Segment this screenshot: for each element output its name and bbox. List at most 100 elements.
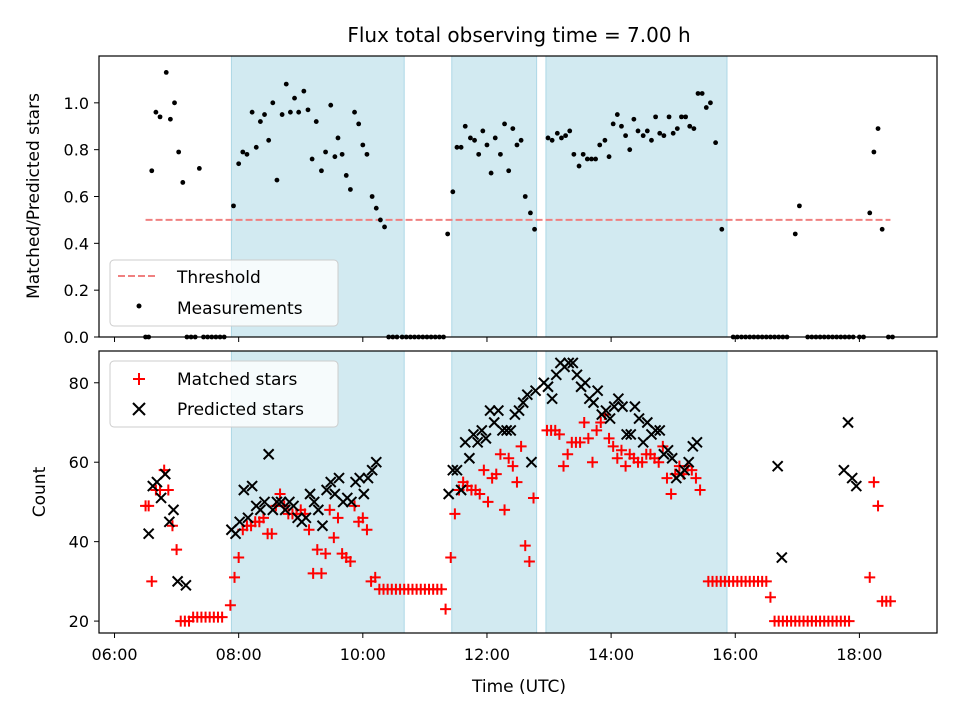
measurement-point <box>364 151 370 157</box>
measurement-point <box>373 205 379 211</box>
matched-star-point <box>324 504 336 516</box>
x-tick-label: 18:00 <box>836 645 882 664</box>
predicted-star-point <box>463 452 476 464</box>
measurement-point <box>335 135 341 141</box>
measurement-point <box>360 142 366 148</box>
measurement-point <box>262 112 267 117</box>
predicted-star-point <box>180 579 192 592</box>
measurement-point <box>674 126 680 131</box>
measurement-point <box>270 100 276 106</box>
matched-star-point <box>478 464 490 476</box>
measurement-point <box>167 116 173 122</box>
measurement-point <box>640 133 646 139</box>
legend-threshold-label: Threshold <box>176 268 261 288</box>
count-y-axis-label: Count <box>30 466 50 517</box>
measurement-point <box>450 189 456 195</box>
y-tick-label: 40 <box>69 533 89 552</box>
predicted-star-point <box>662 444 674 457</box>
observing-window <box>545 55 728 338</box>
legend-frame <box>109 259 339 327</box>
matched-star-point <box>449 508 461 520</box>
predicted-star-point <box>155 492 167 504</box>
count-legend: Matched stars Predicted stars <box>109 360 339 428</box>
y-tick-label: 0.2 <box>64 281 89 300</box>
predicted-star-point <box>608 400 620 413</box>
predicted-star-point <box>546 392 558 405</box>
measurement-point <box>480 128 486 134</box>
measurement-point <box>313 119 319 124</box>
predicted-star-point <box>254 504 267 516</box>
predicted-star-point <box>604 412 616 425</box>
measurement-point <box>602 137 608 143</box>
matched-star-point <box>445 552 457 564</box>
measurement-point <box>792 231 798 237</box>
predicted-star-point <box>471 436 484 449</box>
measurement-point <box>670 130 676 136</box>
matched-star-point <box>435 583 447 595</box>
matched-star-point <box>636 456 648 468</box>
matched-star-point <box>620 460 632 472</box>
measurement-point <box>445 231 451 237</box>
matched-star-point <box>320 548 332 560</box>
measurement-point <box>266 137 272 143</box>
matched-star-point <box>143 500 155 512</box>
predicted-star-point <box>616 400 629 413</box>
measurement-point <box>879 226 885 232</box>
predicted-star-point <box>562 357 575 369</box>
measurement-point <box>610 121 616 127</box>
matched-star-point <box>607 440 619 452</box>
measurement-point <box>172 100 177 106</box>
measurement-point <box>703 105 709 110</box>
predicted-star-point <box>304 488 316 500</box>
predicted-star-point <box>308 496 320 508</box>
predicted-star-point <box>275 496 287 508</box>
matched-star-point <box>528 492 540 504</box>
measurement-point <box>244 151 250 157</box>
measurement-point <box>149 168 155 174</box>
matched-star-point <box>344 556 356 568</box>
matched-star-point <box>332 512 344 524</box>
predicted-star-point <box>682 456 695 468</box>
y-tick-label: 0.6 <box>64 188 89 207</box>
measurement-point <box>571 151 577 157</box>
measurement-point <box>484 142 490 148</box>
ratio-legend: Threshold Measurements <box>109 259 339 327</box>
matched-star-point <box>591 424 603 436</box>
measurement-point <box>488 170 494 176</box>
predicted-star-point <box>579 377 591 389</box>
measurement-point <box>502 121 507 127</box>
matched-star-point <box>562 448 574 460</box>
measurement-point <box>576 163 582 169</box>
legend-measurements-swatch <box>136 303 142 309</box>
measurement-point <box>518 137 524 143</box>
measurement-point <box>319 168 324 174</box>
matched-star-point <box>482 496 494 508</box>
measurement-point <box>679 114 684 120</box>
measurement-point <box>180 180 186 185</box>
matched-star-point <box>764 591 776 603</box>
predicted-star-point <box>333 472 345 484</box>
measurement-point <box>153 109 159 115</box>
measurement-point <box>623 133 628 139</box>
matched-star-point <box>574 436 586 448</box>
matched-star-point <box>216 611 228 623</box>
predicted-star-point <box>279 504 291 516</box>
predicted-star-point <box>517 396 529 409</box>
predicted-star-point <box>312 504 325 516</box>
measurement-point <box>797 203 802 209</box>
y-tick-label: 60 <box>69 453 89 472</box>
measurement-point <box>231 203 236 209</box>
x-tick-label: 12:00 <box>464 645 510 664</box>
measurement-point <box>240 149 246 155</box>
measurement-point <box>691 126 697 131</box>
measurement-point <box>454 144 460 150</box>
measurement-point <box>468 135 473 141</box>
measurement-point <box>554 130 560 136</box>
predicted-star-point <box>654 424 666 437</box>
matched-star-point <box>868 476 880 488</box>
predicted-star-point <box>850 480 863 492</box>
predicted-star-point <box>496 424 509 437</box>
observing-window <box>545 350 728 634</box>
matched-star-point <box>611 452 623 464</box>
matched-star-point <box>884 595 896 607</box>
